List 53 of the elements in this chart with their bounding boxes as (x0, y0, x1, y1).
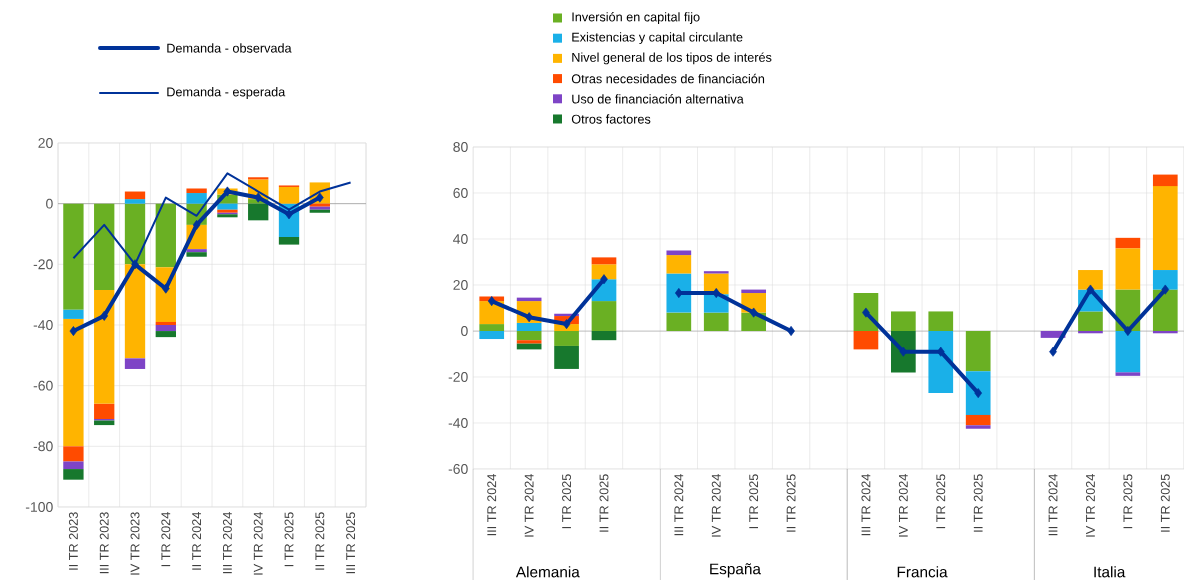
x-tick-label: IV TR 2023 (130, 512, 140, 575)
x-tick-label: III TR 2024 (674, 474, 684, 536)
x-tick-label: III TR 2024 (487, 474, 497, 536)
x-tick-label: II TR 2025 (1160, 474, 1170, 532)
x-tick-label: I TR 2025 (1123, 474, 1133, 529)
x-tick-label: III TR 2024 (222, 512, 232, 574)
text: España (710, 563, 761, 578)
y-tick-label: 60 (453, 188, 468, 198)
y-tick-label: -20 (448, 372, 468, 382)
x-tick-label: II TR 2025 (973, 474, 983, 532)
text: Francia (897, 566, 948, 578)
x-tick-label: IV TR 2024 (1085, 474, 1095, 537)
x-tick-label: II TR 2023 (68, 512, 78, 570)
y-tick-label: -80 (33, 441, 53, 452)
y-tick-label: 20 (38, 138, 53, 148)
x-tick-label: I TR 2024 (161, 512, 171, 567)
y-tick-label: -60 (33, 380, 53, 391)
y-tick-label: -20 (33, 259, 53, 270)
x-tick-label: II TR 2025 (315, 512, 325, 570)
y-tick-label: -40 (33, 320, 53, 330)
x-tick-label: II TR 2025 (786, 474, 796, 532)
text: Italia (1094, 566, 1126, 578)
y-tick-label: -60 (448, 464, 468, 474)
legend-label: Demanda - esperada (167, 87, 286, 99)
y-tick-label: 20 (453, 280, 468, 290)
x-tick-label: I TR 2025 (562, 474, 572, 529)
x-tick-label: I TR 2025 (284, 512, 294, 567)
y-tick-label: 0 (461, 326, 468, 336)
legend-label: Existencias y capital circulante (572, 32, 743, 45)
x-tick-label: IV TR 2024 (524, 474, 534, 537)
legend-label: Otras necesidades de financiación (571, 73, 765, 84)
y-tick-label: 40 (453, 234, 468, 244)
y-tick-label: -40 (448, 418, 468, 428)
x-tick-label: III TR 2024 (1048, 474, 1058, 536)
x-tick-label: II TR 2024 (192, 512, 202, 570)
x-tick-label: III TR 2024 (861, 474, 871, 536)
x-tick-label: IV TR 2024 (253, 512, 263, 575)
x-tick-label: II TR 2025 (599, 474, 609, 532)
y-tick-label: 0 (46, 198, 53, 209)
x-tick-label: IV TR 2024 (898, 474, 908, 537)
legend-label: Demanda - observada (167, 43, 292, 53)
legend-label: Uso de financiación alternativa (572, 94, 744, 104)
x-tick-label: III TR 2023 (99, 512, 109, 574)
legend-label: Nivel general de los tipos de interés (572, 52, 772, 65)
x-tick-label: I TR 2025 (749, 474, 759, 529)
legend-label: Otros factores (571, 114, 651, 124)
x-tick-label: III TR 2025 (346, 512, 356, 574)
y-tick-label: 80 (453, 142, 468, 152)
x-tick-label: IV TR 2024 (711, 474, 721, 537)
legend-label: Inversión en capital fijo (572, 12, 700, 24)
y-tick-label: -100 (25, 502, 53, 512)
text: Alemania (515, 566, 580, 578)
x-tick-label: I TR 2025 (936, 474, 946, 529)
